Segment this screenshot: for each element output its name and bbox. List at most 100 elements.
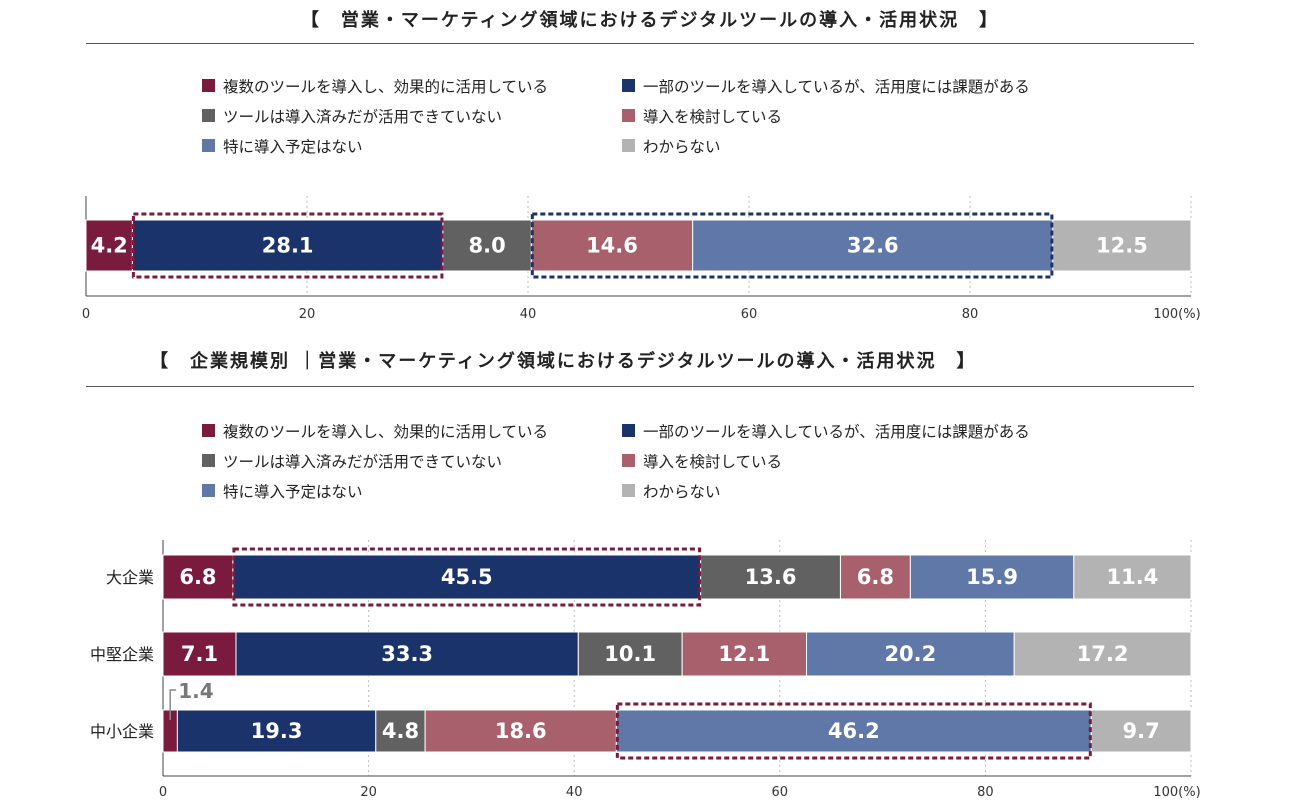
bar-segment: [530, 219, 694, 272]
callout-value-label: 1.4: [178, 679, 213, 703]
bar-segment: [909, 554, 1075, 600]
bar-segment: [806, 631, 1015, 677]
legend-label: 特に導入予定はない: [223, 137, 363, 156]
legend-swatch: [202, 484, 215, 497]
legend-swatch: [622, 109, 635, 122]
bar-segment: [424, 709, 617, 753]
bar-value-label: 13.6: [745, 565, 797, 589]
chart-2: 0 20 40 60 80 100(%) 6.8 45.5 13.6 6.8 15.9 11.4 大企業…: [90, 540, 1201, 800]
bar-segment: [1052, 219, 1192, 272]
legend-swatch: [622, 484, 635, 497]
legend-label: わからない: [643, 137, 721, 156]
x-tick-label: 20: [299, 307, 316, 322]
legend-label: 一部のツールを導入しているが、活用度には課題がある: [643, 422, 1030, 441]
bar-segment: [375, 709, 426, 753]
legend-label: わからない: [643, 482, 721, 501]
category-label: 大企業: [106, 568, 154, 587]
bar-value-label: 28.1: [262, 234, 314, 258]
highlight-dashed-box: [232, 547, 702, 607]
x-tick-label: 0: [159, 785, 167, 800]
bar-segment: [839, 554, 911, 600]
bar-segment: [232, 554, 702, 600]
x-tick-label: 100(%): [1153, 785, 1200, 800]
legend-swatch: [622, 454, 635, 467]
bar-value-label: 17.2: [1077, 642, 1129, 666]
legend-item: ツールは導入済みだが活用できていない: [202, 106, 622, 126]
legend-label: 複数のツールを導入し、効果的に活用している: [223, 77, 549, 96]
bar-value-label: 45.5: [441, 565, 493, 589]
x-tick-label: 20: [360, 785, 377, 800]
legend-label: 一部のツールを導入しているが、活用度には課題がある: [643, 77, 1030, 96]
legend-item: 導入を検討している: [622, 451, 1122, 471]
legend-item: 特に導入予定はない: [202, 481, 622, 501]
x-tick-label: 60: [741, 307, 758, 322]
legend-swatch: [202, 454, 215, 467]
x-tick-label: 80: [977, 785, 994, 800]
legend-label: ツールは導入済みだが活用できていない: [223, 107, 503, 126]
highlight-dashed-box: [615, 702, 1092, 760]
legend-item: 一部のツールを導入しているが、活用度には課題がある: [622, 76, 1122, 96]
legend-swatch: [202, 109, 215, 122]
bar-value-label: 7.1: [181, 642, 218, 666]
legend-label: ツールは導入済みだが活用できていない: [223, 452, 503, 471]
bar-value-label: 9.7: [1123, 719, 1160, 743]
legend-swatch: [622, 424, 635, 437]
legend-swatch: [202, 424, 215, 437]
bar-value-label: 14.6: [586, 234, 638, 258]
legend-item: 複数のツールを導入し、効果的に活用している: [202, 421, 622, 441]
legend-swatch: [202, 79, 215, 92]
callout-leader: [169, 689, 177, 720]
bar-segment: [615, 709, 1092, 753]
x-tick-label: 80: [962, 307, 979, 322]
bar-value-label: 12.5: [1096, 234, 1148, 258]
legend-item: 導入を検討している: [622, 106, 1122, 126]
x-tick-label: 60: [772, 785, 789, 800]
highlight-dashed-box: [530, 212, 1054, 279]
bar-value-label: 19.3: [251, 719, 303, 743]
chart2-legend: 複数のツールを導入し、効果的に活用している 一部のツールを導入しているが、活用度…: [202, 421, 1122, 501]
bar-segment: [176, 709, 377, 753]
bar-segment: [1073, 554, 1192, 600]
chart2-title: 【 企業規模別 ｜営業・マーケティング領域におけるデジタルツールの導入・活用状況…: [150, 351, 977, 372]
bar-value-label: 32.6: [847, 234, 899, 258]
bar-value-label: 8.0: [469, 234, 506, 258]
bar-segment: [442, 219, 532, 272]
category-label: 中小企業: [90, 722, 154, 741]
chart1-title-rule: [86, 43, 1194, 44]
legend-label: 複数のツールを導入し、効果的に活用している: [223, 422, 549, 441]
bar-value-label: 10.1: [604, 642, 656, 666]
legend-swatch: [622, 79, 635, 92]
legend-label: 特に導入予定はない: [223, 482, 363, 501]
chart-1: 0 20 40 60 80 100(%) 4.2 28.1 8.0 14.6 32.6 12.5: [82, 196, 1201, 322]
highlight-dashed-box: [131, 212, 444, 279]
bar-segment: [1013, 631, 1192, 677]
bar-segment: [700, 554, 841, 600]
legend-label: 導入を検討している: [643, 452, 783, 471]
x-tick-label: 0: [82, 307, 90, 322]
bar-value-label: 18.6: [495, 719, 547, 743]
bar-value-label: 11.4: [1106, 565, 1158, 589]
legend-item: わからない: [622, 136, 1122, 156]
bar-value-label: 6.8: [179, 565, 216, 589]
bar-segment: [162, 554, 234, 600]
x-tick-label: 100(%): [1153, 307, 1200, 322]
bar-segment: [131, 219, 444, 272]
chart2-title-rule: [86, 386, 1194, 387]
chart1-legend: 複数のツールを導入し、効果的に活用している 一部のツールを導入しているが、活用度…: [202, 76, 1122, 156]
legend-swatch: [622, 139, 635, 152]
legend-item: 特に導入予定はない: [202, 136, 622, 156]
legend-item: 一部のツールを導入しているが、活用度には課題がある: [622, 421, 1122, 441]
bar-value-label: 20.2: [884, 642, 936, 666]
bar-value-label: 4.2: [91, 234, 128, 258]
bar-value-label: 46.2: [828, 719, 880, 743]
legend-label: 導入を検討している: [643, 107, 783, 126]
bar-segment: [162, 631, 237, 677]
chart1-title: 【 営業・マーケティング領域におけるデジタルツールの導入・活用状況 】: [300, 10, 1000, 31]
x-tick-label: 40: [566, 785, 583, 800]
legend-item: 複数のツールを導入し、効果的に活用している: [202, 76, 622, 96]
legend-item: ツールは導入済みだが活用できていない: [202, 451, 622, 471]
bar-value-label: 6.8: [857, 565, 894, 589]
x-tick-label: 40: [520, 307, 537, 322]
bar-value-label: 4.8: [382, 719, 419, 743]
